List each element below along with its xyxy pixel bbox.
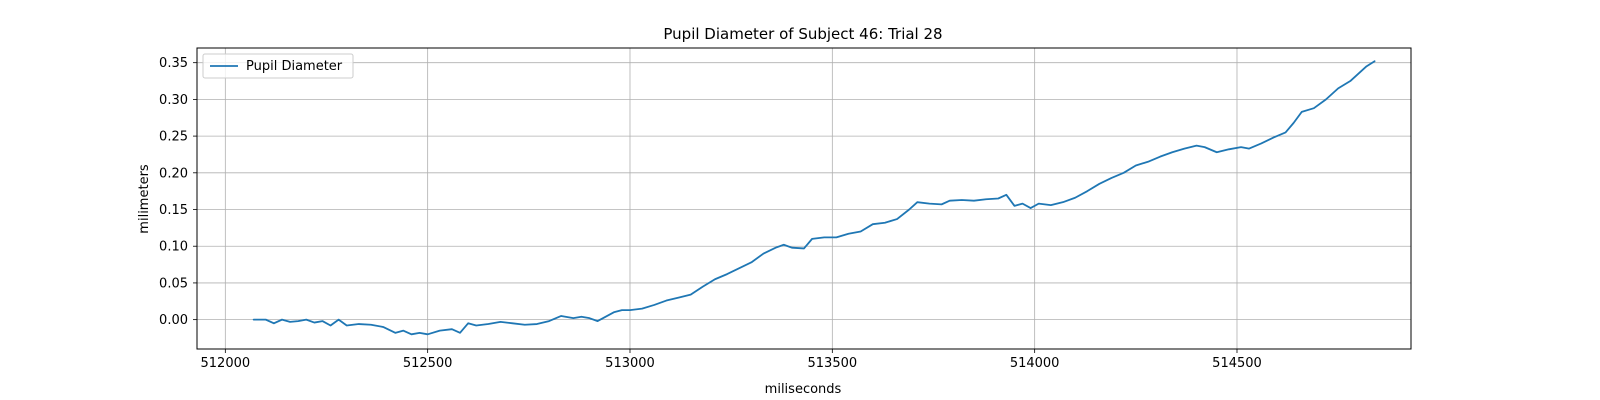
chart-title: Pupil Diameter of Subject 46: Trial 28 <box>663 25 942 43</box>
series-layer <box>252 60 1376 336</box>
y-axis: 0.00 0.05 0.10 0.15 0.20 0.25 0.30 0.35 <box>159 56 197 328</box>
x-tick-label: 513500 <box>808 356 858 371</box>
y-tick-label: 0.30 <box>159 93 188 108</box>
y-tick-label: 0.15 <box>159 203 188 218</box>
y-tick-label: 0.20 <box>159 166 188 181</box>
legend-label-pupil-diameter: Pupil Diameter <box>246 59 343 74</box>
y-tick-label: 0.35 <box>159 56 188 71</box>
y-tick-label: 0.00 <box>159 313 188 328</box>
y-tick-label: 0.25 <box>159 130 188 145</box>
x-axis-title: miliseconds <box>765 382 842 397</box>
x-axis: 512000 512500 513000 513500 514000 514500 <box>201 349 1262 371</box>
y-tick-label: 0.10 <box>159 240 188 255</box>
x-tick-label: 512500 <box>403 356 453 371</box>
x-tick-label: 514000 <box>1010 356 1060 371</box>
series-line-pupil-diameter <box>252 60 1376 336</box>
y-axis-title: milimeters <box>137 164 152 234</box>
x-tick-label: 514500 <box>1212 356 1262 371</box>
legend-box <box>202 53 354 79</box>
legend: Pupil Diameter <box>202 53 354 79</box>
x-tick-label: 513000 <box>605 356 655 371</box>
grid <box>197 48 1411 349</box>
x-tick-label: 512000 <box>201 356 251 371</box>
y-tick-label: 0.05 <box>159 276 188 291</box>
plot-frame <box>196 47 1412 350</box>
